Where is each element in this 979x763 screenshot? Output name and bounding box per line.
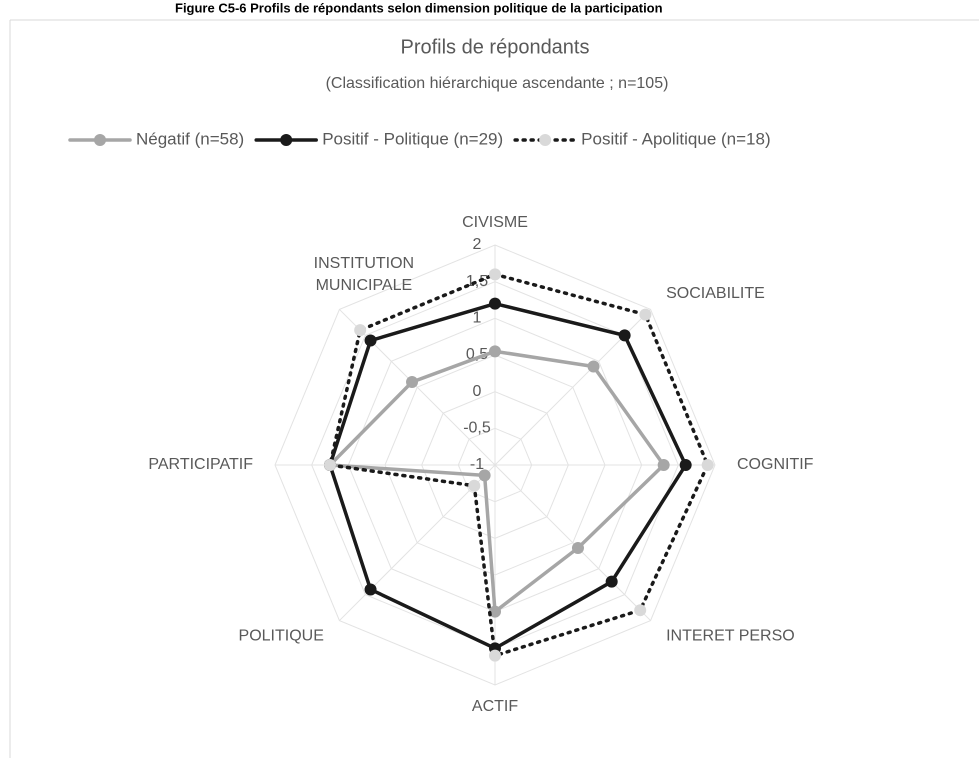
series-marker	[618, 329, 631, 342]
series-marker	[364, 334, 377, 347]
series-marker	[468, 479, 481, 492]
category-label: COGNITIF	[737, 456, 814, 473]
legend-label: Positif - Apolitique (n=18)	[581, 129, 770, 148]
series-marker	[364, 583, 377, 596]
spoke	[339, 309, 496, 466]
r-tick-label: 1	[473, 310, 482, 327]
r-tick-label: 2	[473, 236, 482, 253]
legend-label: Négatif (n=58)	[136, 129, 244, 148]
r-tick-label: -0,5	[463, 420, 491, 437]
category-label: ACTIF	[472, 698, 518, 715]
category-label: PARTICIPATIF	[148, 456, 253, 473]
series-marker	[639, 308, 652, 321]
spoke	[339, 464, 496, 621]
series-marker	[679, 459, 692, 471]
series-marker	[657, 459, 670, 471]
chart-title: Profils de répondants	[400, 36, 589, 58]
legend-marker	[280, 134, 293, 146]
r-tick-label: 0	[473, 383, 482, 400]
series-marker	[324, 459, 336, 471]
r-tick-label: 1,5	[466, 273, 488, 290]
r-tick-label: -1	[470, 456, 484, 473]
category-label: POLITIQUE	[239, 627, 324, 644]
legend-marker	[94, 134, 106, 146]
series-marker	[489, 268, 501, 281]
series-line	[326, 349, 666, 616]
category-label: INSTITUTION MUNICIPALE	[314, 255, 414, 294]
category-label: INTERET PERSO	[666, 627, 795, 644]
figure-caption: Figure C5-6 Profils de répondants selon …	[175, 0, 663, 15]
series-marker	[489, 297, 501, 310]
category-label: CIVISME	[462, 214, 528, 231]
series-marker	[605, 575, 618, 588]
series-marker	[489, 605, 501, 618]
series-marker	[406, 376, 419, 389]
series-marker	[701, 459, 714, 471]
spoke	[494, 464, 651, 621]
series-marker	[489, 345, 501, 358]
legend-marker	[539, 134, 552, 146]
series-marker	[634, 604, 647, 617]
series-marker	[587, 360, 600, 373]
category-label: SOCIABILITE	[666, 285, 765, 302]
chart-subtitle: (Classification hiérarchique ascendante …	[326, 75, 669, 92]
legend-label: Positif - Politique (n=29)	[322, 129, 503, 148]
series-marker	[354, 324, 367, 337]
series-marker	[478, 469, 491, 482]
series-line	[328, 301, 688, 651]
series-marker	[571, 541, 584, 554]
series-marker	[489, 649, 501, 662]
